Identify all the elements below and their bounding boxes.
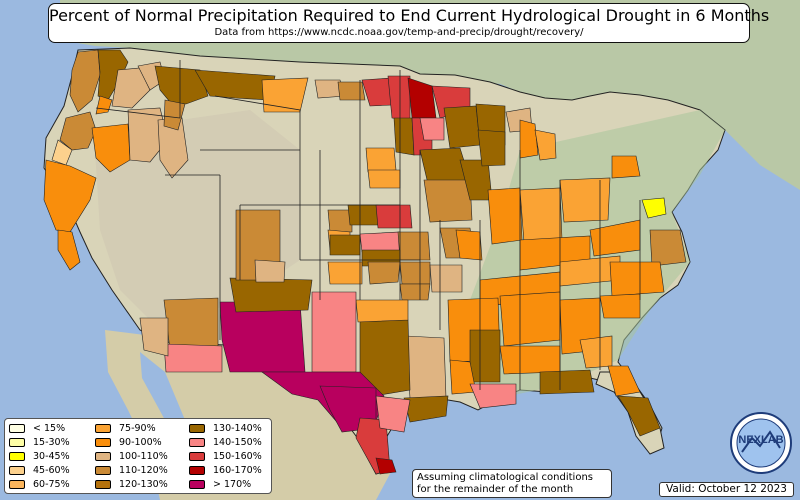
legend-label: 140-150% (213, 437, 262, 448)
legend-item: 30-45% (9, 450, 70, 463)
legend-swatch (9, 466, 25, 475)
legend-item: 90-100% (95, 436, 162, 449)
legend-label: 75-90% (119, 423, 156, 434)
legend-item: < 15% (9, 422, 65, 435)
legend-swatch (95, 424, 111, 433)
legend-swatch (95, 466, 111, 475)
legend-label: 60-75% (33, 479, 70, 490)
legend-swatch (95, 452, 111, 461)
state-borders (95, 60, 641, 390)
legend-item: 60-75% (9, 478, 70, 491)
legend-swatch (95, 438, 111, 447)
legend-label: 130-140% (213, 423, 262, 434)
map-title: Percent of Normal Precipitation Required… (49, 6, 770, 25)
legend-item: 120-130% (95, 478, 168, 491)
legend-swatch (189, 480, 205, 489)
legend-label: 110-120% (119, 465, 168, 476)
valid-date: Valid: October 12 2023 (659, 482, 794, 497)
legend-swatch (189, 438, 205, 447)
drought-regions (43, 49, 687, 475)
legend-swatch (9, 438, 25, 447)
nexlab-logo: NEXLAB (730, 412, 792, 474)
legend: < 15% 15-30% 30-45% 45-60% 60-75% 75-90%… (4, 418, 272, 494)
legend-item: > 170% (189, 478, 251, 491)
legend-label: 90-100% (119, 437, 162, 448)
legend-label: 15-30% (33, 437, 70, 448)
legend-swatch (189, 466, 205, 475)
legend-swatch (95, 480, 111, 489)
canada (60, 0, 800, 190)
legend-item: 15-30% (9, 436, 70, 449)
legend-item: 150-160% (189, 450, 262, 463)
legend-label: 150-160% (213, 451, 262, 462)
legend-label: 120-130% (119, 479, 168, 490)
legend-swatch (9, 452, 25, 461)
legend-label: 45-60% (33, 465, 70, 476)
legend-item: 100-110% (95, 450, 168, 463)
assumption-note: Assuming climatological conditions for t… (412, 469, 612, 498)
legend-label: 30-45% (33, 451, 70, 462)
legend-item: 75-90% (95, 422, 156, 435)
legend-item: 160-170% (189, 464, 262, 477)
legend-swatch (189, 424, 205, 433)
legend-swatch (189, 452, 205, 461)
legend-item: 110-120% (95, 464, 168, 477)
map-subtitle: Data from https://www.ncdc.noaa.gov/temp… (214, 27, 584, 38)
legend-item: 140-150% (189, 436, 262, 449)
legend-label: 160-170% (213, 465, 262, 476)
logo-text: NEXLAB (738, 434, 783, 446)
legend-label: > 170% (213, 479, 252, 490)
legend-swatch (9, 480, 25, 489)
legend-label: < 15% (33, 423, 66, 434)
title-box: Percent of Normal Precipitation Required… (48, 3, 770, 43)
legend-item: 130-140% (189, 422, 262, 435)
legend-label: 100-110% (119, 451, 168, 462)
legend-swatch (9, 424, 25, 433)
legend-item: 45-60% (9, 464, 70, 477)
